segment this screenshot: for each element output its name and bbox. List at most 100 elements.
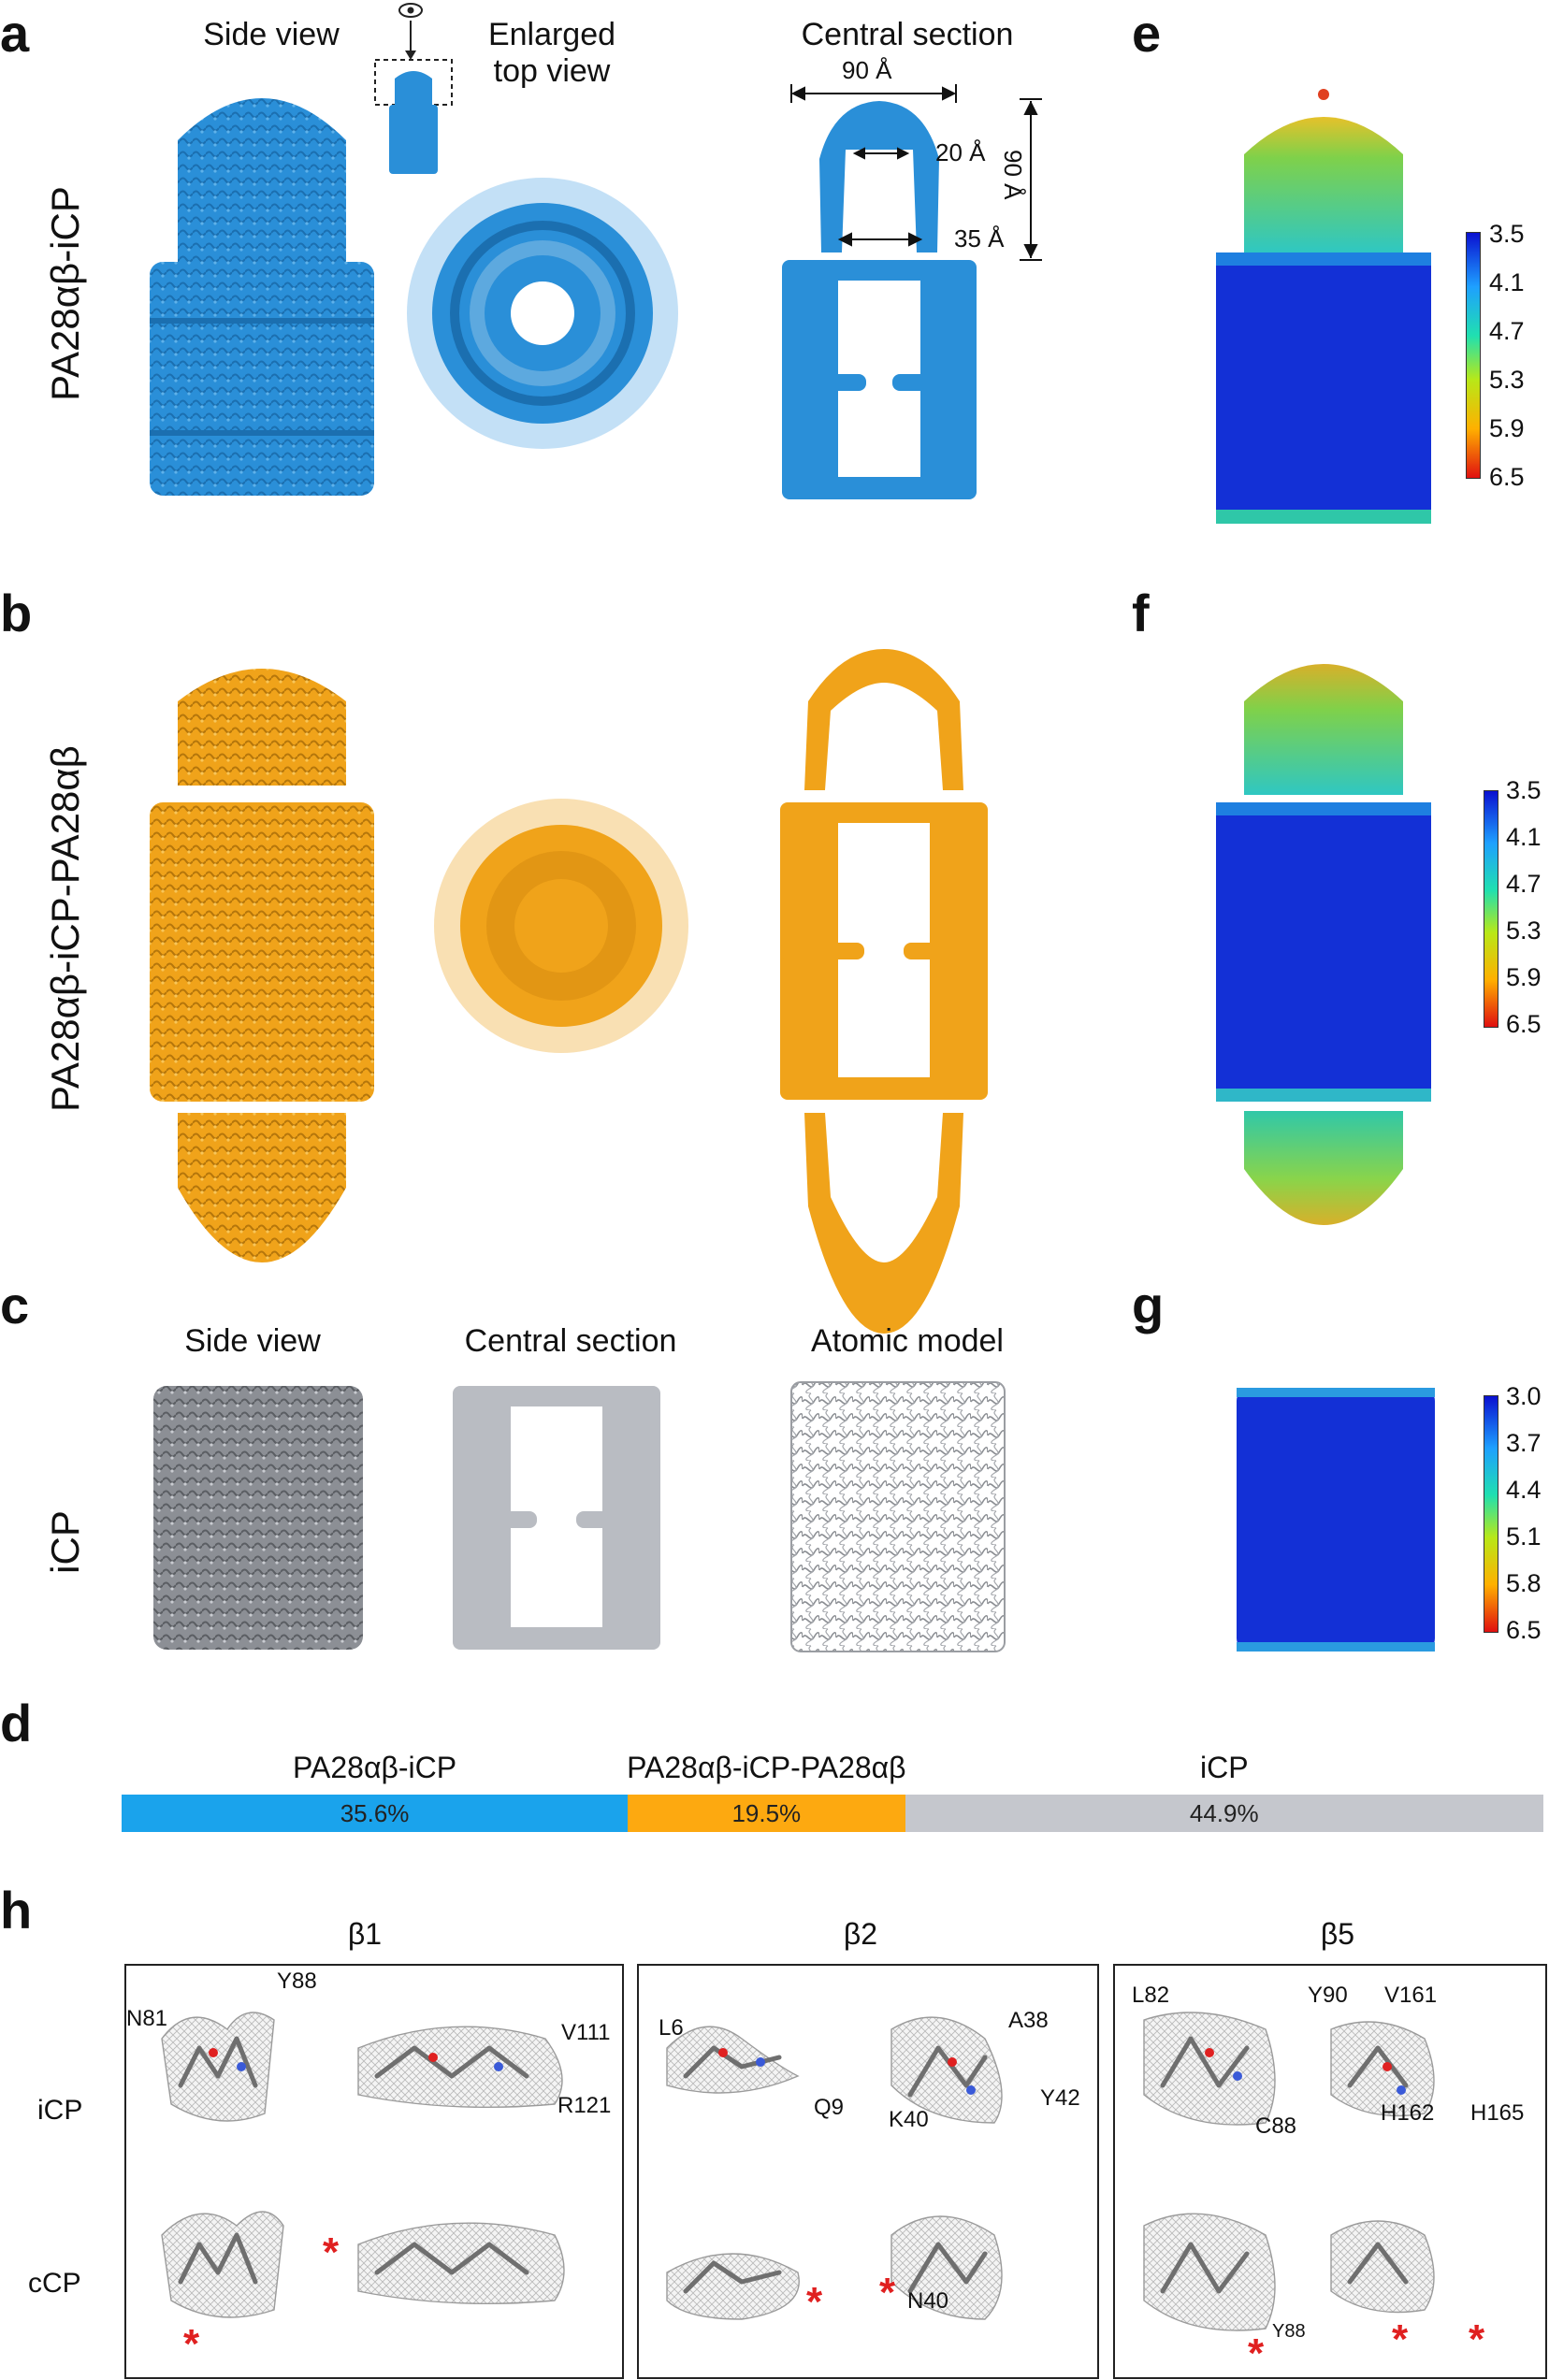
h-label-n81: N81 <box>126 2006 168 2031</box>
h-label-r121: R121 <box>557 2093 612 2118</box>
f-colorbar-tick-3: 5.3 <box>1506 916 1542 945</box>
g-colorbar-tick-2: 4.4 <box>1506 1476 1542 1504</box>
bar-segment-3: 44.9% <box>905 1795 1543 1832</box>
h-box-beta5 <box>1113 1964 1547 2379</box>
c-central-section-map <box>453 1386 660 1650</box>
h-row-label-ccp: cCP <box>28 2268 81 2299</box>
h-label-c88: C88 <box>1255 2113 1297 2139</box>
h-asterisk-3: * <box>806 2279 823 2325</box>
a-top-view-line1: Enlarged <box>487 17 616 52</box>
row-b-label: PA28αβ-iCP-PA28αβ <box>43 745 87 1112</box>
a-side-view-title: Side view <box>203 17 340 52</box>
g-colorbar-tick-5: 6.5 <box>1506 1616 1542 1644</box>
h-title-beta1: β1 <box>347 1917 383 1951</box>
b-side-view-map <box>150 669 374 1262</box>
h-density-illustrations <box>161 2012 1435 2331</box>
b-central-section-map <box>780 649 988 1334</box>
b-top-view-map <box>434 799 688 1053</box>
stacked-bar: 35.6% 19.5% 44.9% <box>122 1795 1543 1832</box>
bar-segment-2: 19.5% <box>628 1795 905 1832</box>
c-atomic-model-title: Atomic model <box>811 1323 1004 1359</box>
e-colorbar-tick-4: 5.9 <box>1489 414 1525 442</box>
f-colorbar <box>1484 790 1498 1028</box>
h-label-y90: Y90 <box>1308 1983 1348 2008</box>
a-top-view-title: Enlarged top view <box>458 17 645 90</box>
a-central-section-map <box>782 101 977 499</box>
h-label-q9: Q9 <box>814 2095 845 2120</box>
a-dim-inner-top-label: 20 Å <box>935 138 986 166</box>
bar-value-label-2: 19.5% <box>731 1798 802 1827</box>
a-dim-inner-bottom-label: 35 Å <box>954 224 1005 252</box>
f-local-resolution-map <box>1216 664 1431 1225</box>
panel-label-b: b <box>0 584 33 642</box>
h-label-h162: H162 <box>1381 2100 1435 2126</box>
a-top-view-map <box>407 178 678 449</box>
f-colorbar-tick-2: 4.7 <box>1506 870 1542 898</box>
eye-icon <box>398 3 423 18</box>
a-dim-width-label: 90 Å <box>842 56 892 84</box>
h-label-y42: Y42 <box>1040 2085 1080 2111</box>
e-colorbar-tick-2: 4.7 <box>1489 317 1525 345</box>
bar-category-label-2: PA28αβ-iCP-PA28αβ <box>627 1751 906 1784</box>
h-row-label-icp: iCP <box>37 2095 83 2126</box>
e-colorbar-tick-3: 5.3 <box>1489 366 1525 394</box>
f-colorbar-tick-1: 4.1 <box>1506 823 1542 851</box>
panel-label-h: h <box>0 1881 33 1940</box>
h-label-n40: N40 <box>907 2288 949 2314</box>
h-asterisk-1: * <box>183 2321 200 2367</box>
h-label-v111: V111 <box>561 2020 611 2045</box>
down-arrow-icon <box>405 21 416 60</box>
g-colorbar-tick-3: 5.1 <box>1506 1522 1542 1551</box>
panel-label-c: c <box>0 1276 30 1334</box>
a-dim-height-label: 90 Å <box>999 150 1027 200</box>
h-label-y88-ccp: Y88 <box>1272 2321 1306 2342</box>
thumbnail-overview <box>374 59 453 174</box>
a-top-view-line2: top view <box>493 53 611 90</box>
h-box-beta2 <box>637 1964 1099 2379</box>
g-colorbar <box>1484 1395 1498 1633</box>
row-c-label: iCP <box>43 1510 87 1574</box>
panel-label-f: f <box>1132 584 1150 642</box>
h-asterisk-7: * <box>1469 2316 1485 2362</box>
c-side-view-map <box>153 1386 363 1650</box>
panel-label-a: a <box>0 4 30 63</box>
h-asterisk-5: * <box>1248 2330 1265 2376</box>
bar-value-label-1: 35.6% <box>340 1798 410 1827</box>
g-colorbar-tick-1: 3.7 <box>1506 1429 1542 1457</box>
h-label-a38: A38 <box>1008 2008 1049 2033</box>
h-label-h165: H165 <box>1470 2100 1525 2126</box>
h-asterisk-2: * <box>323 2229 340 2275</box>
g-colorbar-tick-4: 5.8 <box>1506 1569 1542 1597</box>
h-title-beta5: β5 <box>1320 1917 1355 1951</box>
bar-value-label-3: 44.9% <box>1189 1798 1259 1827</box>
c-central-section-title: Central section <box>464 1323 677 1359</box>
e-colorbar-tick-5: 6.5 <box>1489 463 1525 491</box>
g-local-resolution-map <box>1237 1388 1435 1652</box>
panel-label-g: g <box>1132 1276 1165 1334</box>
h-box-beta1 <box>124 1964 624 2379</box>
bar-category-label-1: PA28αβ-iCP <box>293 1751 457 1784</box>
panel-label-d: d <box>0 1694 33 1753</box>
g-colorbar-tick-0: 3.0 <box>1506 1382 1542 1410</box>
e-local-resolution-map <box>1216 89 1431 524</box>
a-central-section-title: Central section <box>801 17 1014 52</box>
panel-label-e: e <box>1132 4 1162 63</box>
f-colorbar-tick-5: 6.5 <box>1506 1010 1542 1038</box>
c-atomic-model <box>790 1381 1006 1652</box>
f-colorbar-tick-4: 5.9 <box>1506 963 1542 991</box>
bar-category-label-3: iCP <box>1199 1751 1249 1784</box>
e-colorbar-tick-1: 4.1 <box>1489 268 1525 296</box>
h-label-y88: Y88 <box>277 1969 317 1994</box>
h-title-beta2: β2 <box>843 1917 878 1951</box>
h-asterisk-6: * <box>1392 2316 1409 2362</box>
e-colorbar-tick-0: 3.5 <box>1489 220 1525 248</box>
h-label-l82: L82 <box>1132 1983 1170 2008</box>
row-a-label: PA28αβ-iCP <box>43 186 87 401</box>
h-label-l6: L6 <box>659 2015 684 2041</box>
h-label-v161: V161 <box>1384 1983 1438 2008</box>
e-colorbar <box>1466 232 1481 479</box>
a-side-view-map <box>150 98 374 496</box>
c-side-view-title: Side view <box>184 1323 321 1359</box>
f-colorbar-tick-0: 3.5 <box>1506 776 1542 804</box>
bar-segment-1: 35.6% <box>122 1795 629 1832</box>
